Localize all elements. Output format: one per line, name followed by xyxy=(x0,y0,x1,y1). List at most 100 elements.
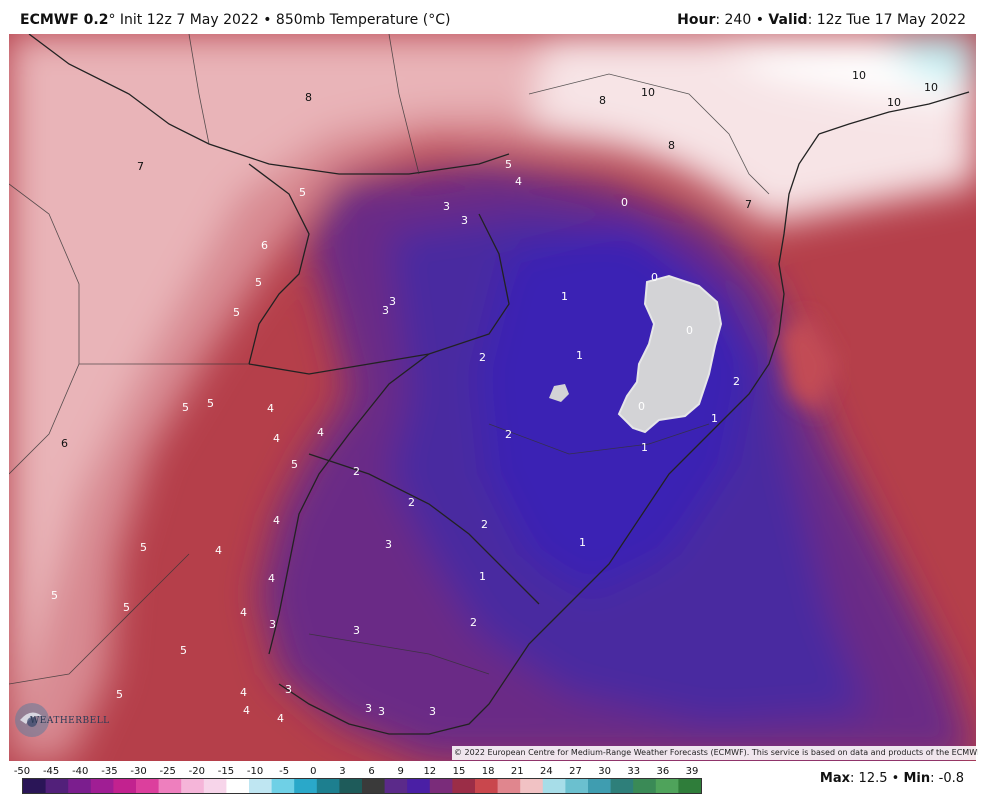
colorbar-tick-label: 3 xyxy=(339,766,346,777)
colorbar-tick-label: 15 xyxy=(452,766,466,777)
contour-labels-light: 5 4 0 5 6 5 5 3 3 3 3 1 0 0 0 1 2 2 1 2 … xyxy=(51,158,740,725)
hour-label: Hour xyxy=(677,12,716,28)
min-label: Min xyxy=(903,771,931,786)
contour-label: 0 xyxy=(638,400,645,413)
colorbar-swatch xyxy=(588,779,612,793)
colorbar-swatch xyxy=(45,779,69,793)
max-value: : 12.5 xyxy=(850,771,888,786)
contour-label: 5 xyxy=(255,276,262,289)
colorbar-tick-label: -15 xyxy=(217,766,235,777)
colorbar-swatch xyxy=(339,779,363,793)
colorbar-tick-label: 39 xyxy=(685,766,699,777)
map-canvas: 8 10 10 10 10 8 7 7 8 6 5 4 0 5 6 5 5 3 … xyxy=(9,34,976,761)
colorbar-swatch xyxy=(68,779,92,793)
run-title: ECMWF 0.2° Init 12z 7 May 2022 • 850mb T… xyxy=(20,12,450,28)
colorbar-tick-label: -25 xyxy=(159,766,176,777)
colorbar-swatch xyxy=(90,779,114,793)
contour-label: 0 xyxy=(686,324,693,337)
colorbar-tick-label: -40 xyxy=(72,766,89,777)
contour-label: 3 xyxy=(365,702,372,715)
contour-label: 1 xyxy=(641,441,648,454)
logo-text: WEATHERBELL xyxy=(30,716,110,726)
colorbar-swatch xyxy=(203,779,227,793)
contour-label: 4 xyxy=(515,175,522,188)
init-time: Init 12z 7 May 2022 xyxy=(119,12,259,28)
contour-label: 1 xyxy=(579,536,586,549)
colorbar-tick-label: 12 xyxy=(423,766,437,777)
contour-label: 3 xyxy=(269,618,276,631)
max-label: Max xyxy=(819,771,851,786)
contour-label: 10 xyxy=(641,86,655,99)
colorbar-tick-label: 21 xyxy=(510,766,524,777)
colorbar-tick-label: -30 xyxy=(130,766,147,777)
contour-labels: 8 10 10 10 10 8 7 7 8 6 xyxy=(61,69,938,450)
contour-label: 5 xyxy=(207,397,214,410)
colorbar-tick-label: 30 xyxy=(598,766,611,777)
contour-label: 5 xyxy=(116,688,123,701)
contour-label: 10 xyxy=(924,81,938,94)
contour-label: 2 xyxy=(481,518,488,531)
contour-label: 4 xyxy=(243,704,250,717)
contour-label: 5 xyxy=(299,186,306,199)
colorbar-swatch xyxy=(633,779,657,793)
logo-swirl-icon xyxy=(15,703,49,737)
colorbar-tick-label: 18 xyxy=(481,766,495,777)
colorbar-swatch xyxy=(452,779,476,793)
borders xyxy=(9,34,770,685)
below-zero-spot xyxy=(549,384,569,402)
light-pink-region xyxy=(9,34,569,734)
contour-label: 5 xyxy=(233,306,240,319)
colorbar-tick-label: 0 xyxy=(310,766,317,777)
contour-label: 4 xyxy=(277,712,284,725)
contour-label: 3 xyxy=(385,538,392,551)
hour-value: : 240 xyxy=(715,12,752,28)
contour-label: 1 xyxy=(576,349,583,362)
colorbar-tick-label: 27 xyxy=(569,766,582,777)
colorbar-swatch xyxy=(113,779,137,793)
valid-info: Hour: 240 • Valid: 12z Tue 17 May 2022 xyxy=(677,12,966,28)
contour-label: 4 xyxy=(215,544,222,557)
colorbar-tick-label: 33 xyxy=(627,766,641,777)
contour-label: 4 xyxy=(240,686,247,699)
colorbar-tick-label: 9 xyxy=(397,766,404,777)
contour-label: 6 xyxy=(61,437,68,450)
separator: • xyxy=(891,771,900,786)
field-name: 850mb Temperature (°C) xyxy=(275,12,451,28)
temperature-map[interactable]: 8 10 10 10 10 8 7 7 8 6 5 4 0 5 6 5 5 3 … xyxy=(9,34,976,761)
contour-label: 2 xyxy=(733,375,740,388)
contour-label: 4 xyxy=(273,514,280,527)
contour-label: 7 xyxy=(137,160,144,173)
contour-label: 3 xyxy=(378,705,385,718)
colorbar-swatch xyxy=(655,779,679,793)
colorbar-swatch xyxy=(294,779,318,793)
colorbar-swatch xyxy=(475,779,499,793)
colorbar-swatch xyxy=(384,779,408,793)
copyright-notice: © 2022 European Centre for Medium-Range … xyxy=(452,746,978,760)
colorbar-tick-label: -50 xyxy=(13,766,31,777)
colorbar-swatch xyxy=(249,779,273,793)
colorbar-tick-label: -10 xyxy=(246,766,264,777)
contour-label: 4 xyxy=(317,426,324,439)
contour-label: 1 xyxy=(561,290,568,303)
contour-label: 1 xyxy=(479,570,486,583)
contour-label: 0 xyxy=(651,271,658,284)
valid-label: Valid xyxy=(768,12,808,28)
warm-tongue xyxy=(779,314,839,414)
colorbar-tick-label: 24 xyxy=(539,766,553,777)
colorbar-swatch xyxy=(181,779,205,793)
colorbar-tick-label: -35 xyxy=(101,766,118,777)
contour-label: 2 xyxy=(479,351,486,364)
contour-label: 3 xyxy=(353,624,360,637)
valid-value: : 12z Tue 17 May 2022 xyxy=(807,12,966,28)
contour-label: 3 xyxy=(389,295,396,308)
colorbar xyxy=(22,778,702,794)
colorbar-swatch xyxy=(678,779,701,793)
contour-label: 5 xyxy=(291,458,298,471)
colorbar-swatch xyxy=(520,779,544,793)
colorbar-swatch xyxy=(226,779,250,793)
weatherbell-logo: WEATHERBELL xyxy=(12,700,112,750)
colorbar-swatch xyxy=(271,779,295,793)
contour-label: 2 xyxy=(408,496,415,509)
colorbar-swatch xyxy=(316,779,340,793)
colorbar-tick-label: -45 xyxy=(42,766,60,777)
